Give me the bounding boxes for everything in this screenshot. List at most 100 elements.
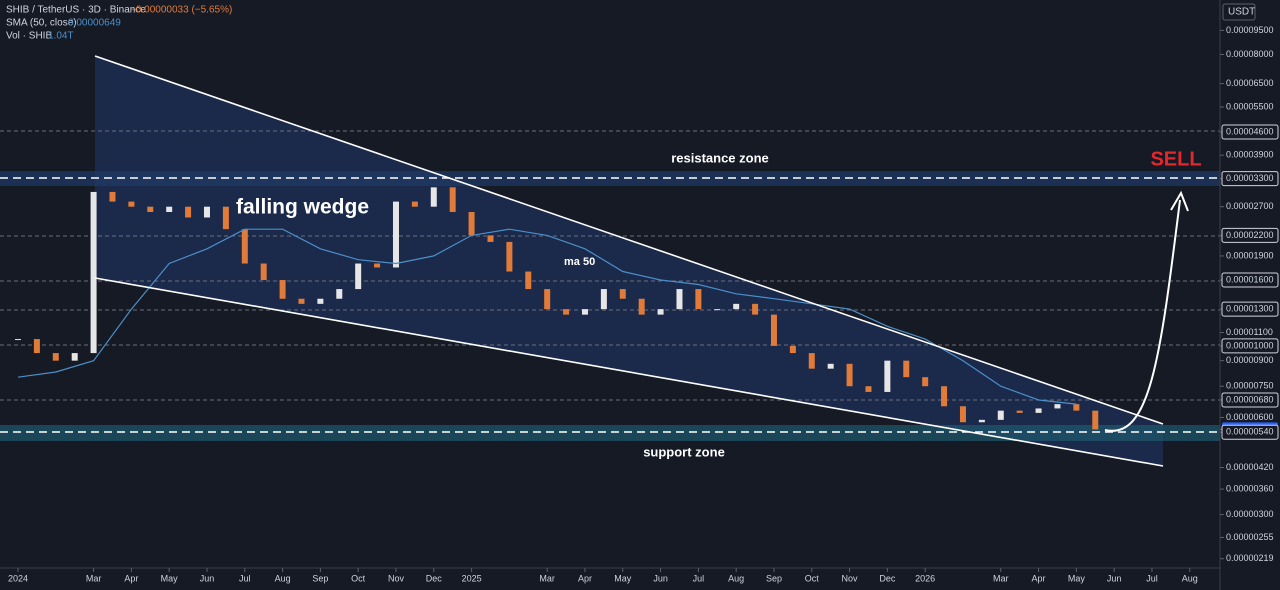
arrow [1104, 199, 1181, 432]
candle [128, 201, 135, 207]
x-tick-label: Jun [1107, 573, 1122, 583]
candle [808, 353, 815, 369]
candle [941, 386, 948, 407]
y-tick-label: 0.00002200 [1226, 230, 1274, 240]
x-tick-label: Mar [539, 573, 555, 583]
y-tick-label: 0.00000540 [1226, 427, 1274, 437]
level-box [1221, 124, 1279, 140]
candle [449, 187, 456, 212]
wedge-fill [95, 56, 1163, 466]
currency-box [1222, 3, 1256, 21]
candle [14, 339, 21, 341]
x-tick-label: Oct [805, 573, 820, 583]
y-tick-label: 0.00000300 [1226, 509, 1274, 519]
candle [241, 229, 248, 264]
candle [978, 419, 985, 423]
y-tick-label: 0.00009500 [1226, 25, 1274, 35]
levels [0, 130, 1220, 401]
candle [657, 309, 664, 315]
y-tick-label: 0.00000255 [1226, 532, 1274, 542]
sma-label: SMA (50, close) [6, 18, 77, 29]
candle [770, 314, 777, 346]
y-tick-label: 0.00000360 [1226, 483, 1274, 493]
candle [619, 289, 626, 299]
support-label: support zone [643, 444, 725, 459]
candle [884, 360, 891, 392]
x-tick-label: Jul [239, 573, 251, 583]
y-tick-label: 0.00003300 [1226, 173, 1274, 183]
candle [392, 201, 399, 268]
x-tick-label: Apr [1032, 573, 1046, 583]
sma-value: 0.00000649 [68, 18, 121, 29]
y-tick-label: 0.00004600 [1226, 126, 1274, 136]
y-tick-label: 0.00001000 [1226, 340, 1274, 350]
candle [185, 206, 192, 218]
y-tick-label: 0.00001300 [1226, 304, 1274, 314]
y-tick-label: 0.00002700 [1226, 201, 1274, 211]
x-tick-label: Jun [200, 573, 215, 583]
candle [922, 377, 929, 387]
candle [487, 235, 494, 242]
candle [109, 191, 116, 202]
x-tick-label: Dec [879, 573, 896, 583]
vol-value: 1.04T [48, 31, 74, 42]
x-tick-label: Nov [842, 573, 859, 583]
resistance-band [0, 171, 1220, 186]
candle [997, 410, 1004, 420]
x-tick-label: Aug [728, 573, 744, 583]
arrow-head [1170, 190, 1189, 212]
x-tick-label: Sep [312, 573, 328, 583]
candle [71, 353, 78, 361]
candle [33, 339, 40, 354]
y-tick-label: 0.00000900 [1226, 355, 1274, 365]
x-tick-label: Jun [653, 573, 668, 583]
x-tick-label: 2025 [462, 573, 482, 583]
marks [14, 187, 1099, 430]
candle [411, 201, 418, 207]
candle [752, 303, 759, 315]
y-tick-label: 0.00006500 [1226, 78, 1274, 88]
x-tick-label: Mar [86, 573, 102, 583]
candle [147, 206, 154, 212]
candle [1035, 408, 1042, 413]
level-box [1221, 171, 1279, 187]
candle [52, 353, 59, 361]
candle [903, 360, 910, 378]
candle [827, 363, 834, 369]
candle [695, 289, 702, 310]
sell-label: SELL [1150, 148, 1201, 170]
x-tick-label: Jul [693, 573, 705, 583]
price-axis [1220, 0, 1280, 590]
candle [279, 280, 286, 299]
candle [1073, 404, 1080, 411]
x-tick-label: May [1068, 573, 1086, 583]
currency: USDT [1228, 7, 1255, 18]
x-tick-label: 2026 [915, 573, 935, 583]
y-tick-label: 0.00000600 [1226, 412, 1274, 422]
candle [865, 386, 872, 392]
x-tick-label: May [161, 573, 179, 583]
candle [600, 289, 607, 310]
wedge-upper [94, 55, 1164, 425]
y-tick-label: 0.00001900 [1226, 250, 1274, 260]
level-box [1221, 424, 1279, 440]
candle [506, 241, 513, 272]
wedge-label: falling wedge [236, 196, 369, 219]
y-tick-label: 0.00000680 [1226, 394, 1274, 404]
support-band [0, 425, 1220, 441]
candle [166, 206, 173, 212]
y-tick-label: 0.00008000 [1226, 49, 1274, 59]
candle [733, 303, 740, 310]
axes: 0.00009500 0.00008000 0.00006500 0.00005500… [8, 25, 1279, 583]
candle [260, 263, 267, 281]
y-tick-label: 0.00005500 [1226, 101, 1274, 111]
x-tick-label: Oct [351, 573, 366, 583]
candle [203, 206, 210, 218]
candle [638, 298, 645, 315]
candle [222, 206, 229, 230]
x-tick-label: Dec [426, 573, 443, 583]
y-tick-label: 0.00001100 [1226, 327, 1273, 337]
candle [563, 309, 570, 315]
